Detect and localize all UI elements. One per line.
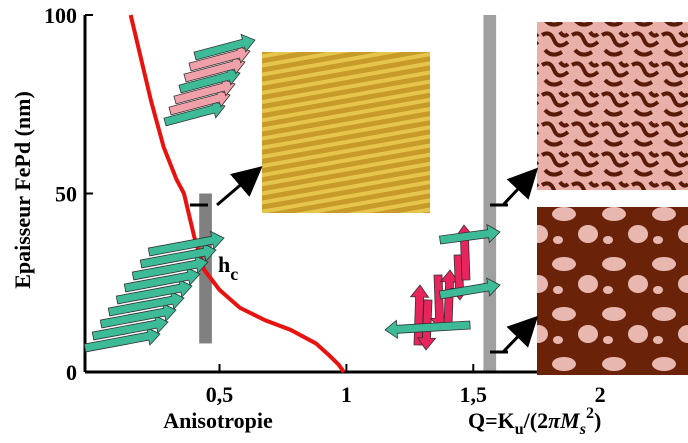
spin-arrow	[91, 314, 169, 341]
x-tick-label: 2	[595, 382, 606, 407]
y-axis-label: Epaisseur FePd (nm)	[10, 91, 35, 289]
x-axis-label-part: s	[579, 421, 586, 438]
spin-arrow	[384, 319, 471, 340]
x-axis-label-part: Q=K	[468, 408, 515, 433]
spin-arrow	[183, 55, 246, 83]
spin-arrow	[438, 277, 501, 300]
x-axis-label-part: M	[559, 408, 581, 433]
y-tick-label: 50	[55, 182, 77, 207]
spin-arrow	[173, 77, 236, 105]
x-tick-label: 1,5	[460, 382, 488, 407]
pointer-arrow	[501, 315, 539, 354]
y-tick-label: 0	[66, 360, 77, 385]
spin-arrow	[139, 242, 217, 269]
spin-arrow	[131, 254, 209, 281]
thickness-band	[483, 15, 497, 372]
domain-image	[537, 207, 688, 375]
spin-arrows	[83, 33, 501, 353]
spin-arrow	[107, 290, 185, 317]
domain-image	[262, 52, 430, 213]
x-axis-label-part: )	[594, 408, 601, 433]
x-axis-label-part: 2	[586, 405, 594, 422]
spin-arrow	[178, 66, 241, 94]
x-axis-label-q: Q=Ku/(2πMs2)	[468, 405, 601, 438]
spin-arrow	[168, 88, 231, 116]
annotation: hc	[218, 252, 238, 284]
spin-arrow	[193, 33, 256, 61]
y-tick-label: 100	[44, 3, 77, 28]
spin-arrow	[439, 223, 501, 245]
spin-arrow	[163, 99, 226, 127]
x-tick-label: 0,5	[206, 382, 234, 407]
x-tick-label: 1	[341, 382, 352, 407]
x-axis-label-part: /(2	[523, 408, 548, 433]
x-axis-label-part: u	[515, 421, 524, 438]
spin-arrow	[99, 302, 177, 329]
spin-arrow	[83, 326, 161, 353]
pointer-arrow	[216, 166, 263, 207]
pointer-arrow	[501, 167, 539, 207]
spin-arrow	[123, 266, 201, 293]
curve	[128, 14, 346, 374]
annotation-h: h	[218, 252, 230, 277]
domain-image	[537, 22, 688, 190]
spin-arrow	[115, 278, 193, 305]
x-axis-label: Anisotropie	[163, 408, 273, 433]
x-axis-label-part: π	[548, 408, 561, 433]
spin-arrow	[188, 44, 251, 72]
annotation-sub: c	[230, 264, 238, 284]
spin-arrow	[147, 230, 225, 257]
